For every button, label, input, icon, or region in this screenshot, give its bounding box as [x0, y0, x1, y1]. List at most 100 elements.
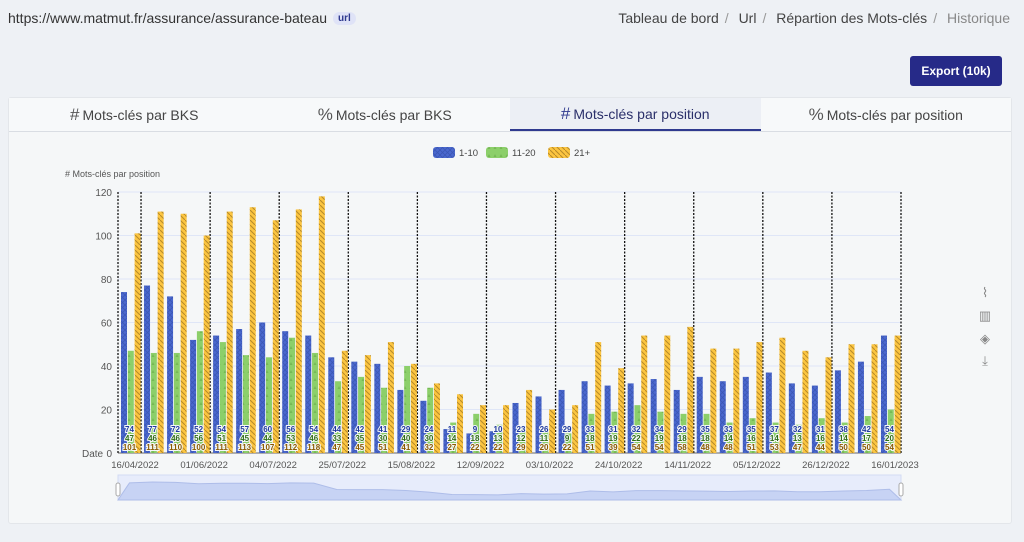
bar-value-label: 18 [701, 434, 710, 443]
bar-value-label: 19 [609, 434, 618, 443]
x-tick-label: 16/01/2023 [871, 460, 919, 471]
bar-21+ [710, 348, 717, 453]
bar-chart-icon[interactable]: ▥ [978, 308, 992, 323]
bar-value-label: 14 [839, 434, 848, 443]
bar-value-label: 12 [517, 434, 526, 443]
zoom-handle-right[interactable] [898, 482, 904, 497]
bar-value-label: 9 [565, 434, 570, 443]
bar-1-10 [880, 335, 887, 453]
y-tick-label: 20 [101, 406, 113, 417]
bar-value-label: 30 [378, 434, 387, 443]
export-button[interactable]: Export (10k) [910, 56, 1002, 86]
bar-value-label: 18 [586, 434, 595, 443]
bar-11-20 [127, 350, 134, 453]
bar-value-label: 52 [194, 425, 203, 434]
bar-11-20 [312, 352, 319, 453]
bar-21+ [249, 207, 256, 453]
breadcrumb-url[interactable]: Url [738, 10, 757, 26]
y-tick-label: 0 [106, 449, 112, 460]
x-tick-label: 01/06/2022 [180, 460, 228, 471]
bar-value-label: 31 [816, 425, 825, 434]
breadcrumb-dashboard[interactable]: Tableau de bord [618, 10, 719, 26]
bar-11-20 [588, 413, 595, 453]
tab-bar: # Mots-clés par BKS % Mots-clés par BKS # M… [9, 98, 1011, 132]
bar-11-20 [335, 381, 342, 453]
tab-percent-bks[interactable]: % Mots-clés par BKS [259, 98, 510, 131]
legend-label: 1-10 [459, 148, 478, 159]
bar-value-label: 57 [240, 425, 249, 434]
bar-11-20 [841, 422, 848, 453]
bar-1-10 [581, 381, 588, 453]
bar-value-label: 22 [632, 434, 641, 443]
line-chart-icon[interactable]: ⌇ [981, 285, 989, 300]
bar-1-10 [627, 383, 634, 453]
url-text: https://www.matmut.fr/assurance/assuranc… [8, 10, 328, 26]
bar-value-label: 13 [793, 434, 802, 443]
legend-swatch [433, 147, 455, 158]
bar-11-20 [772, 422, 779, 453]
bar-11-20 [749, 418, 756, 453]
bar-value-label: 32 [793, 425, 802, 434]
bar-11-20 [289, 337, 296, 453]
bar-21+ [226, 211, 233, 453]
bar-21+ [848, 344, 855, 453]
bar-11-20 [196, 331, 203, 453]
bar-value-label: 27 [447, 443, 456, 452]
bar-21+ [295, 209, 302, 453]
bar-value-label: 31 [609, 425, 618, 434]
bar-21+ [341, 350, 348, 453]
bar-value-label: 60 [263, 425, 272, 434]
bar-11-20 [450, 422, 457, 453]
breadcrumb-repartition[interactable]: Répartion des Mots-clés [776, 10, 928, 26]
bar-11-20 [473, 413, 480, 453]
bar-11-20 [864, 416, 871, 453]
bar-value-label: 46 [171, 434, 180, 443]
bar-value-label: 32 [632, 425, 641, 434]
bar-value-label: 58 [678, 443, 687, 452]
bar-11-20 [519, 426, 526, 453]
bar-11-20 [173, 352, 180, 453]
bar-21+ [572, 405, 579, 453]
bar-21+ [272, 220, 279, 453]
bar-value-label: 111 [146, 443, 159, 452]
bar-value-label: 46 [309, 434, 318, 443]
bar-value-label: 13 [494, 434, 503, 443]
bar-11-20 [795, 424, 802, 453]
y-tick-label: 60 [101, 319, 113, 330]
bar-value-label: 29 [401, 425, 410, 434]
bar-1-10 [374, 363, 381, 453]
tab-count-position[interactable]: # Mots-clés par position [510, 98, 761, 131]
bar-1-10 [604, 385, 611, 453]
stack-icon[interactable]: ◈ [980, 331, 990, 346]
bar-value-label: 44 [263, 434, 272, 443]
bar-value-label: 101 [123, 443, 137, 452]
bar-value-label: 74 [125, 425, 134, 434]
bar-value-label: 35 [747, 425, 756, 434]
bar-value-label: 39 [609, 443, 618, 452]
bar-value-label: 54 [885, 425, 894, 434]
x-tick-label: 25/07/2022 [319, 460, 367, 471]
bar-value-label: 19 [655, 434, 664, 443]
bar-value-label: 23 [517, 425, 526, 434]
zoom-handle-left[interactable] [115, 482, 121, 497]
bar-value-label: 51 [747, 443, 756, 452]
bar-value-label: 50 [839, 443, 848, 452]
bar-21+ [134, 233, 141, 453]
bar-value-label: 29 [678, 425, 687, 434]
tab-label: Mots-clés par BKS [335, 106, 452, 123]
bar-11-20 [219, 342, 226, 453]
y-tick-label: 80 [101, 275, 113, 286]
bar-value-label: 54 [309, 425, 318, 434]
bar-1-10 [305, 335, 312, 453]
bar-value-label: 56 [194, 434, 203, 443]
bar-21+ [387, 342, 394, 453]
bar-1-10 [167, 296, 174, 453]
bar-value-label: 18 [678, 434, 687, 443]
bar-21+ [410, 363, 417, 453]
tab-percent-position[interactable]: % Mots-clés par position [760, 98, 1011, 131]
bar-21+ [480, 405, 487, 453]
download-icon[interactable]: ⤓ [982, 353, 988, 368]
tab-count-bks[interactable]: # Mots-clés par BKS [9, 98, 260, 131]
bar-value-label: 53 [770, 443, 779, 452]
